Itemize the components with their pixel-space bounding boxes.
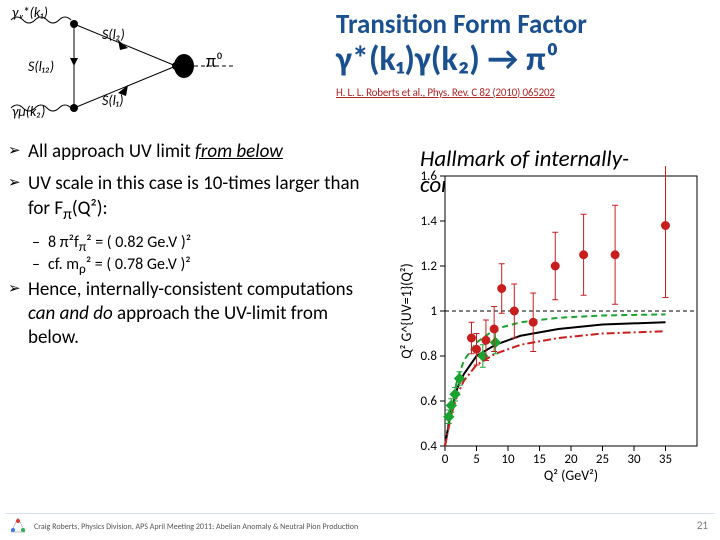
svg-text:Q² G^{UV=1}(Q²): Q² G^{UV=1}(Q²)	[398, 263, 415, 359]
label-sl12: S(l₁₂)	[28, 58, 54, 75]
chart: 0 5 10 15 20 25 30 35 0.4 0.6 0.8 1 1.2 1.4 1.6 Q² (GeV…	[395, 166, 705, 486]
bullet-item: UV scale in this case is 10-times larger…	[8, 172, 368, 224]
bullet-list: All approach UV limit from below UV scale…	[8, 140, 368, 359]
label-gamma-mu: γμ(k₂)	[12, 103, 45, 120]
label-sl2: S(l₂)	[102, 26, 125, 43]
svg-text:1: 1	[430, 304, 437, 319]
bullet-item: Hence, internally-consistent computation…	[8, 278, 368, 351]
svg-text:0.4: 0.4	[421, 439, 438, 454]
footer-rule	[5, 513, 715, 514]
bullet-sub-item: 8 π²fπ² = ( 0.82 Ge.V )²	[8, 233, 368, 256]
svg-text:0.6: 0.6	[421, 394, 438, 409]
title-line2: γ*(k₁)γ(k₂) → π⁰	[336, 39, 706, 80]
citation: H. L. L. Roberts et al., Phys. Rev. C 82…	[336, 86, 706, 99]
svg-text:15: 15	[533, 452, 546, 467]
label-pi0: π⁰	[206, 50, 223, 72]
svg-text:1.4: 1.4	[421, 214, 438, 229]
svg-text:Q² (GeV²): Q² (GeV²)	[544, 467, 598, 484]
svg-text:1.6: 1.6	[421, 169, 438, 184]
svg-text:35: 35	[659, 452, 672, 467]
svg-text:10: 10	[501, 452, 515, 467]
svg-text:1.2: 1.2	[421, 259, 438, 274]
bullet-item: All approach UV limit from below	[8, 140, 368, 164]
svg-text:0.8: 0.8	[421, 349, 438, 364]
svg-text:5: 5	[473, 452, 480, 467]
footer-logo	[8, 516, 28, 536]
page-number: 21	[697, 519, 708, 532]
label-sl1: S(l₁)	[102, 92, 123, 109]
svg-text:25: 25	[596, 452, 609, 467]
title-block: Transition Form Factor γ*(k₁)γ(k₂) → π⁰ …	[336, 8, 706, 99]
title-line1: Transition Form Factor	[336, 8, 706, 41]
svg-text:20: 20	[564, 452, 578, 467]
label-gamma-v: γᵥ*(k₁)	[12, 4, 48, 21]
feynman-diagram: γᵥ*(k₁) γμ(k₂) S(l₁₂) S(l₂) S(l₁) π⁰	[6, 8, 266, 128]
svg-text:0: 0	[442, 452, 449, 467]
bullet-sub-item: cf. mρ² = ( 0.78 Ge.V )²	[8, 255, 368, 278]
footer-text: Craig Roberts, Physics Division, APS Apr…	[34, 522, 358, 532]
svg-text:30: 30	[627, 452, 641, 467]
